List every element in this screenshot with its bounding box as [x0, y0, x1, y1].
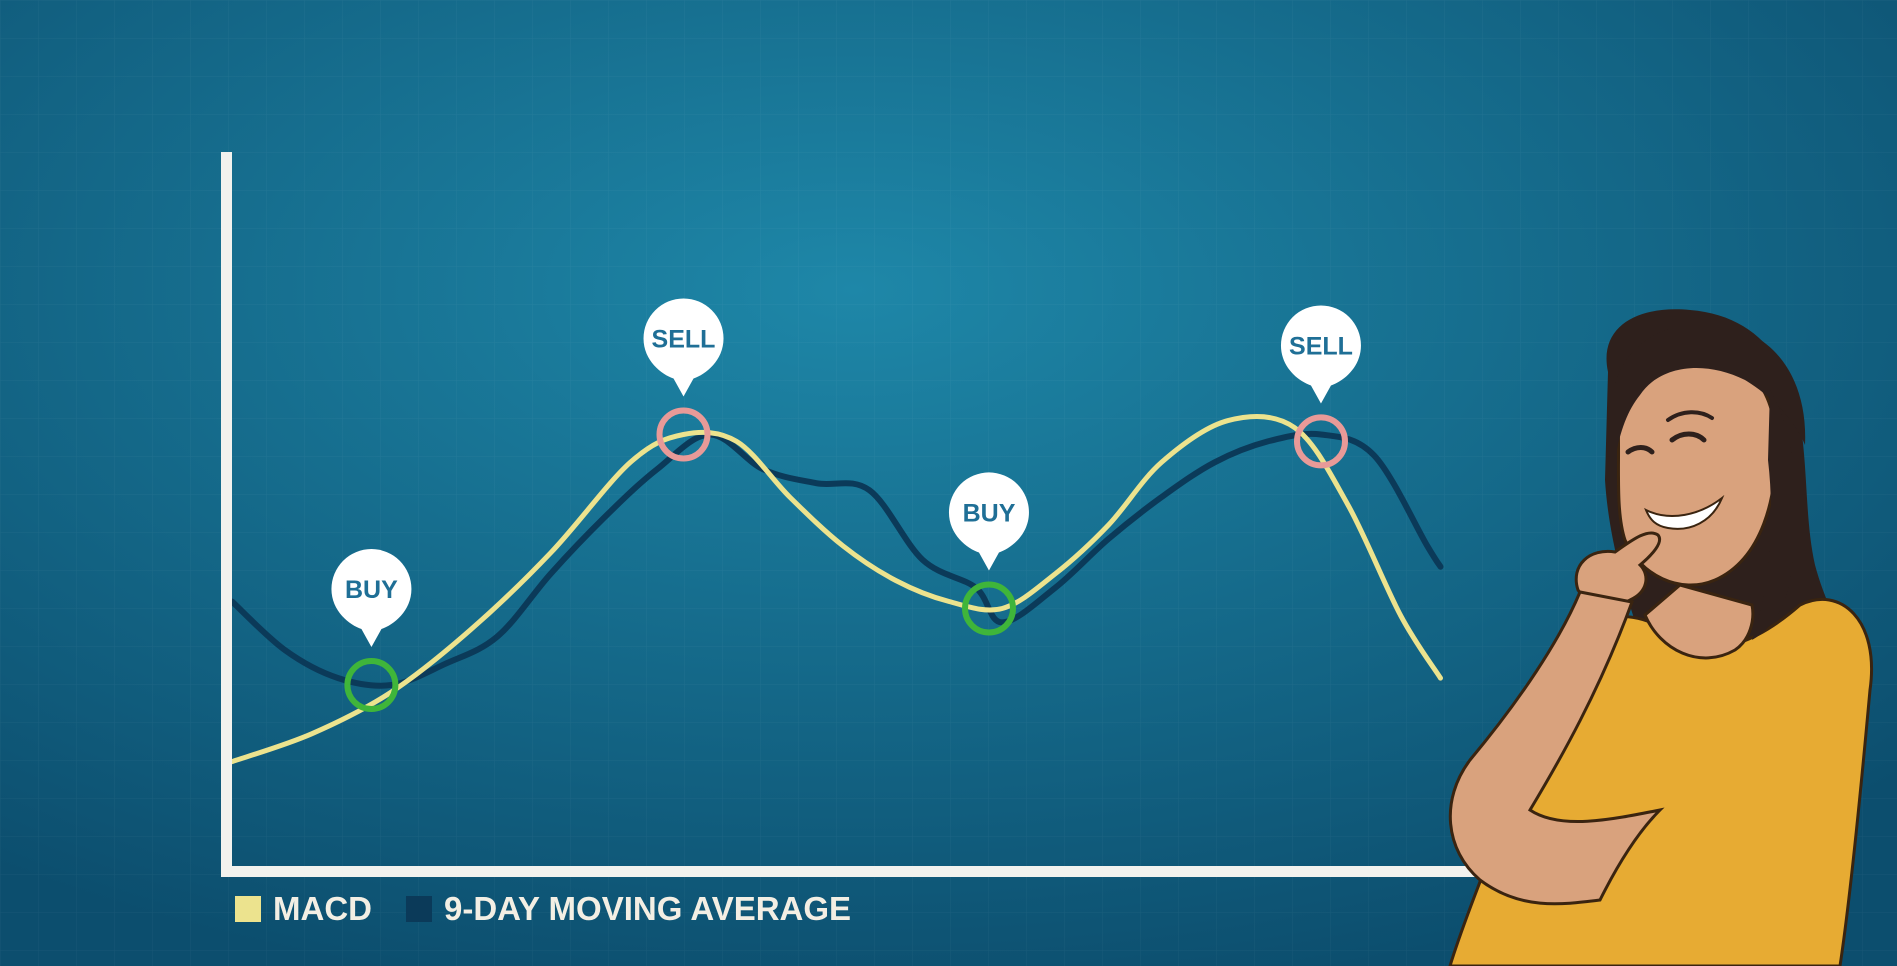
arm — [1448, 590, 1665, 906]
woman-illustration — [1448, 309, 1873, 966]
sell-bubble-label: SELL — [652, 326, 716, 354]
eye-right — [1669, 431, 1707, 443]
series-layer — [229, 414, 1444, 765]
sell-bubble — [643, 298, 724, 397]
eye-left — [1625, 445, 1655, 455]
sell-bubble-label: SELL — [1289, 332, 1353, 360]
buy-bubble — [331, 549, 412, 648]
legend-swatch-macd — [235, 896, 261, 922]
y-axis — [221, 152, 232, 877]
marker-layer: BUY SELL BUY SELL — [331, 298, 1361, 712]
legend-label-moving-average: 9-DAY MOVING AVERAGE — [444, 890, 851, 927]
hair-front — [1612, 323, 1806, 460]
buy-signal-3: BUY — [948, 472, 1029, 636]
x-axis — [221, 866, 1481, 877]
hair-side — [1752, 390, 1796, 640]
neck — [1643, 583, 1755, 660]
smile — [1644, 494, 1725, 530]
legend: MACD 9-DAY MOVING AVERAGE — [235, 890, 851, 927]
legend-label-macd: MACD — [273, 890, 372, 927]
buy-marker-circle — [344, 658, 399, 712]
macd-line — [229, 414, 1443, 765]
buy-signal-1: BUY — [331, 549, 412, 712]
buy-bubble-label: BUY — [345, 576, 398, 604]
buy-bubble — [948, 472, 1029, 571]
brow-right — [1666, 410, 1714, 422]
sell-signal-4: SELL — [1280, 305, 1361, 469]
sell-marker-circle — [656, 407, 711, 462]
buy-bubble-label: BUY — [963, 500, 1016, 528]
moving-average-line — [229, 430, 1444, 689]
buy-marker-circle — [962, 581, 1016, 636]
axes — [221, 152, 1481, 877]
legend-swatch-moving-average — [405, 896, 432, 922]
sell-bubble — [1280, 305, 1361, 404]
sell-marker-circle — [1294, 414, 1348, 469]
sell-signal-2: SELL — [643, 298, 724, 462]
